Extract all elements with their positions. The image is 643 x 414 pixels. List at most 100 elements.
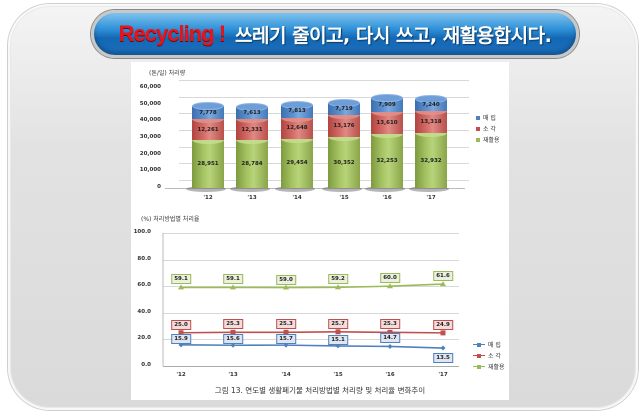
series-line <box>180 344 444 349</box>
line-plot-area <box>162 233 446 366</box>
legend-label: 재활용 <box>488 364 505 371</box>
bar-value-label: 30,352 <box>333 159 355 166</box>
bar-value-label: 28,784 <box>241 161 263 167</box>
bar-cap <box>415 106 447 115</box>
bar-cap <box>371 107 403 116</box>
bar-segment <box>328 115 360 138</box>
line-y-tick: 40.0 <box>137 308 151 315</box>
bar-y-tick: 60,000 <box>139 84 161 90</box>
line-y-tick: 0.0 <box>141 362 151 368</box>
bar-shadow <box>186 186 226 192</box>
bar-value-label: 13,610 <box>376 119 398 126</box>
bar-shadow <box>322 186 362 192</box>
bar-segment <box>415 133 447 188</box>
line-y-tick: 80.0 <box>137 255 151 262</box>
bar-segment <box>415 110 447 134</box>
data-marker <box>283 284 289 290</box>
gridline <box>163 312 459 314</box>
bar-x-tick: '16 <box>382 195 392 201</box>
bar-segment <box>328 137 360 188</box>
data-label: 15.9 <box>171 333 191 344</box>
data-marker <box>283 329 289 335</box>
gridline <box>163 259 459 261</box>
title-text: 쓰레기 줄이고, 다시 쓰고, 재활용합시다. <box>235 24 552 47</box>
bar-value-label: 7,240 <box>422 101 440 108</box>
bar-cap <box>192 102 224 111</box>
data-marker <box>440 345 446 351</box>
bar-value-label: 13,176 <box>333 123 355 130</box>
legend-label: 재활용 <box>483 137 500 144</box>
bar-cap <box>328 133 360 142</box>
bar-x-tick: '14 <box>292 195 302 201</box>
legend-item: 소 각 <box>476 123 500 134</box>
data-marker <box>335 284 341 290</box>
data-marker <box>178 330 184 336</box>
legend-swatch <box>476 137 480 142</box>
legend-label: 매 립 <box>483 115 496 122</box>
bar-value-label: 32,253 <box>376 158 398 165</box>
legend-item: 재활용 <box>473 361 505 372</box>
bar-cap <box>415 129 447 138</box>
bar-3: 30,352 13,176 7,719 <box>322 62 362 202</box>
bar-cap <box>371 130 403 139</box>
title-banner: Recycling ! 쓰레기 줄이고, 다시 쓰고, 재활용합시다. <box>91 10 579 58</box>
legend-swatch <box>476 115 480 120</box>
bar-value-label: 7,909 <box>378 101 396 108</box>
bar-y-tick: 30,000 <box>139 134 161 140</box>
line-x-tick: '12 <box>176 372 186 378</box>
bar-segment <box>236 119 268 141</box>
bar-cap <box>236 102 268 111</box>
gridline <box>179 80 469 81</box>
data-label: 25.3 <box>276 319 296 330</box>
gridline <box>179 96 469 98</box>
data-label: 59.0 <box>276 274 296 285</box>
bar-value-label: 32,932 <box>420 157 442 164</box>
line-y-tick: 20.0 <box>137 335 151 342</box>
data-label: 15.1 <box>328 334 348 345</box>
data-marker <box>387 283 393 289</box>
data-label: 59.1 <box>223 274 243 285</box>
bar-shadow <box>275 186 315 192</box>
data-label: 61.6 <box>433 271 453 282</box>
gridline <box>163 233 459 234</box>
data-label: 25.0 <box>171 319 191 330</box>
bar-segment <box>371 111 403 135</box>
data-label: 59.1 <box>171 274 191 285</box>
line-x-tick: '15 <box>333 372 343 378</box>
line-x-tick: '17 <box>438 372 448 378</box>
bar-x-tick: '15 <box>339 195 349 201</box>
line-x-tick: '14 <box>281 372 291 378</box>
bar-cap <box>371 94 403 103</box>
bar-cap <box>192 115 224 124</box>
chart-panel: (톤/일) 처리량 60,000 50,000 40,000 30,000 20,000… <box>131 62 509 400</box>
data-label: 15.7 <box>276 334 296 345</box>
data-marker <box>440 330 446 336</box>
data-marker <box>387 343 393 349</box>
bar-segment <box>236 140 268 188</box>
bar-cap <box>236 136 268 145</box>
bar-5: 32,932 13,318 7,240 <box>409 62 449 202</box>
line-chart-y-label: (%) 처리방법별 처리율 <box>141 216 200 223</box>
bar-cap <box>281 100 313 109</box>
bar-y-tick: 20,000 <box>139 150 161 157</box>
data-marker <box>440 281 446 287</box>
data-marker <box>230 329 236 335</box>
data-label: 15.6 <box>223 334 243 345</box>
bar-4: 32,253 13,610 7,909 <box>365 62 405 202</box>
legend-item: 매 립 <box>473 339 505 350</box>
title-accent: Recycling ! <box>118 21 226 46</box>
figure-caption: 그림 13. 연도별 생활폐기물 처리방법별 처리량 및 처리율 변화추이 <box>214 386 426 395</box>
bar-y-tick: 0 <box>157 184 161 190</box>
bar-segment <box>281 138 313 188</box>
gridline <box>179 163 469 165</box>
legend-swatch <box>473 342 485 347</box>
bar-y-tick: 10,000 <box>139 167 161 174</box>
bar-x-tick: '12 <box>203 195 213 201</box>
bar-value-label: 28,951 <box>197 160 219 167</box>
line-x-tick: '16 <box>385 372 395 378</box>
data-label: 24.9 <box>433 319 453 330</box>
bar-value-label: 12,261 <box>197 126 219 133</box>
legend-item: 소 각 <box>473 350 505 361</box>
bar-y-tick: 50,000 <box>139 100 161 107</box>
